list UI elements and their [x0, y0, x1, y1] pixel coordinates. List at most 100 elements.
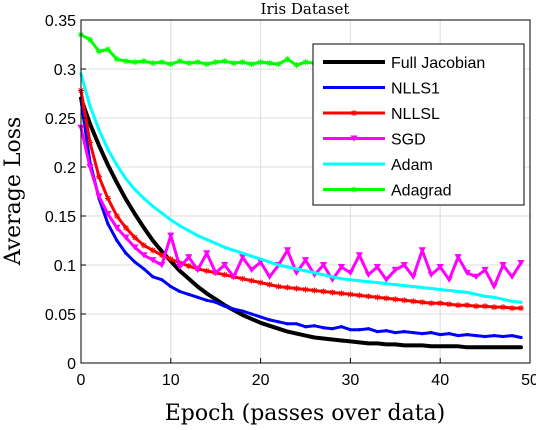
data-point: [391, 266, 399, 274]
legend-item: NLLSL: [323, 106, 440, 123]
data-point: [311, 287, 318, 294]
data-point: [293, 62, 300, 69]
y-tick-label: 0.05: [45, 307, 76, 324]
data-point: [438, 287, 442, 292]
data-point: [499, 262, 507, 269]
data-point: [178, 224, 182, 228]
legend-item: SGD: [323, 132, 426, 149]
data-point: [257, 279, 264, 286]
data-point: [294, 322, 299, 326]
data-point: [312, 324, 317, 328]
data-point: [483, 334, 487, 339]
data-point: [492, 295, 496, 299]
legend-label: NLLSL: [391, 106, 440, 123]
y-tick-label: 0.35: [45, 13, 76, 30]
data-point: [330, 327, 335, 331]
chart-title: Iris Dataset: [261, 0, 350, 18]
data-point: [232, 248, 236, 252]
data-point: [301, 257, 310, 264]
data-point: [374, 294, 381, 301]
data-point: [167, 256, 174, 263]
data-point: [106, 222, 110, 226]
data-point: [212, 269, 220, 277]
data-point: [266, 60, 273, 67]
data-point: [185, 254, 193, 261]
series-sgd: [77, 124, 525, 290]
legend: Full Jacobian NLLS1 NLLSL SGD Adam Adagrad: [312, 43, 525, 206]
data-point: [140, 242, 147, 249]
data-point: [95, 173, 102, 180]
y-tick-label: 0.1: [54, 258, 76, 275]
data-point: [352, 162, 356, 166]
data-point: [285, 265, 290, 269]
data-point: [115, 238, 119, 243]
x-tick-label: 50: [521, 372, 536, 389]
data-point: [357, 328, 361, 332]
data-point: [140, 58, 147, 65]
data-point: [518, 305, 525, 312]
data-point: [293, 285, 300, 292]
data-point: [481, 266, 489, 274]
data-point: [464, 302, 471, 309]
data-point: [312, 271, 317, 275]
legend-label: Adagrad: [391, 183, 452, 200]
data-point: [248, 61, 255, 68]
data-point: [319, 262, 328, 269]
data-point: [351, 110, 357, 116]
data-point: [508, 273, 516, 280]
data-point: [124, 251, 128, 255]
data-point: [169, 218, 173, 222]
series-line: [79, 96, 523, 350]
data-point: [347, 291, 354, 298]
data-point: [420, 332, 424, 336]
data-point: [149, 60, 156, 67]
data-point: [337, 263, 346, 271]
data-point: [364, 271, 372, 278]
data-point: [86, 36, 93, 43]
data-point: [104, 195, 111, 202]
legend-item: Adagrad: [323, 183, 452, 200]
data-point: [418, 247, 426, 254]
data-point: [382, 276, 390, 283]
series-nlls1: [79, 98, 523, 340]
data-point: [221, 262, 229, 269]
data-point: [187, 292, 191, 296]
data-point: [248, 266, 256, 274]
data-point: [437, 300, 444, 307]
data-point: [178, 289, 182, 294]
data-point: [113, 224, 121, 231]
series-adam: [79, 72, 523, 304]
data-point: [429, 286, 433, 291]
data-point: [203, 250, 211, 257]
data-point: [366, 327, 370, 331]
data-point: [351, 186, 357, 193]
data-point: [239, 254, 247, 261]
data-point: [187, 229, 191, 233]
data-point: [267, 260, 272, 264]
y-tick-label: 0.15: [45, 209, 76, 226]
data-point: [276, 320, 281, 324]
data-point: [447, 332, 451, 336]
data-point: [133, 260, 137, 264]
x-tick-label: 0: [77, 372, 86, 389]
data-point: [321, 273, 326, 277]
data-point: [95, 48, 102, 55]
data-point: [517, 260, 525, 267]
data-point: [438, 332, 442, 337]
data-point: [205, 298, 209, 302]
y-tick-label: 0: [67, 356, 76, 373]
data-point: [320, 288, 327, 295]
data-point: [250, 254, 254, 258]
data-point: [419, 299, 426, 306]
data-point: [185, 60, 192, 67]
data-point: [160, 211, 164, 215]
plot-frame: [80, 19, 531, 364]
data-point: [86, 164, 94, 171]
data-point: [113, 213, 120, 219]
data-point: [519, 300, 523, 304]
data-point: [393, 283, 397, 287]
data-point: [275, 283, 282, 290]
data-point: [472, 273, 480, 280]
data-point: [329, 289, 336, 296]
data-point: [429, 331, 433, 335]
